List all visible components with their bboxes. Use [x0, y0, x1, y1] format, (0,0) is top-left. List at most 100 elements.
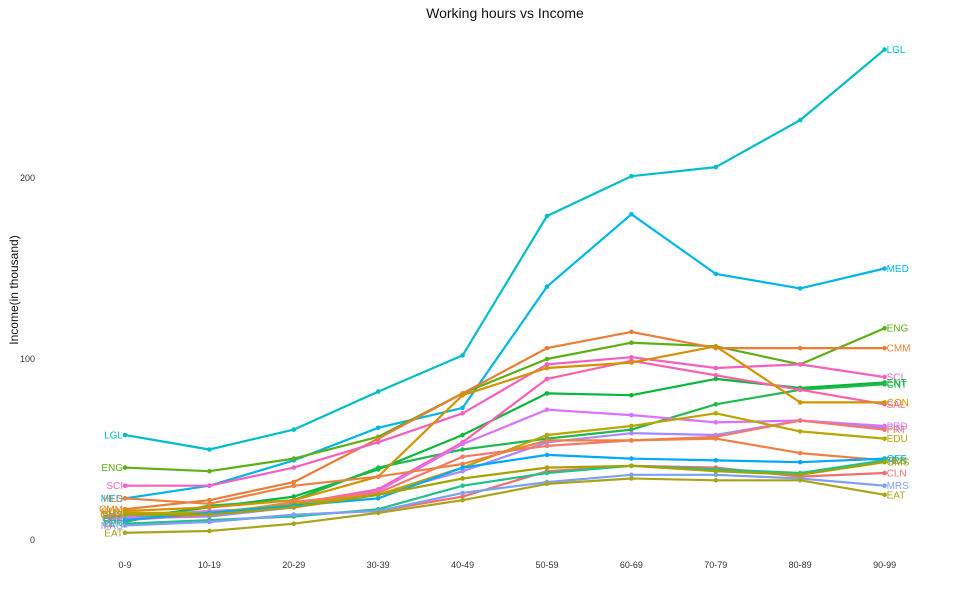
series-start-label: OMS	[100, 510, 123, 521]
x-tick-label: 50-59	[535, 560, 558, 570]
series-lgl	[122, 47, 887, 452]
y-axis-label: Income(in thousand)	[7, 235, 21, 344]
series-end-label: CON	[887, 398, 909, 409]
series-end-label: HLS	[887, 456, 907, 467]
data-point	[207, 528, 212, 534]
series-end-label: FIN	[887, 423, 903, 434]
series-end-label: ENT	[887, 378, 907, 389]
series-end-label: OMS	[887, 458, 910, 469]
data-point	[544, 465, 550, 470]
data-point	[544, 362, 550, 367]
series-line	[123, 477, 886, 534]
data-point	[882, 266, 887, 271]
series-end-label: TRN	[887, 456, 908, 467]
series-end-label: LGL	[887, 45, 906, 56]
data-point	[460, 441, 465, 447]
data-point	[713, 401, 719, 407]
data-point	[882, 382, 887, 387]
data-point	[122, 512, 128, 517]
x-tick-label: 30-39	[367, 560, 390, 570]
data-point	[544, 391, 550, 396]
data-point	[713, 164, 719, 170]
series-sci	[122, 354, 887, 489]
series-start-label: EAT	[104, 528, 123, 539]
x-tick-label: 20-29	[282, 560, 305, 570]
data-point	[544, 432, 550, 438]
series-start-label: SCI	[106, 481, 123, 492]
x-ticks: 0-9 10-19 20-29 30-39 40-49 50-59 60-69 70-79 80…	[118, 560, 896, 570]
data-point	[460, 432, 465, 438]
series-end-label: EDU	[887, 434, 908, 445]
series-start-label: PRT	[103, 516, 123, 527]
data-point	[797, 450, 803, 456]
data-point	[713, 344, 719, 349]
data-point	[544, 407, 550, 412]
data-point	[629, 427, 634, 432]
data-point	[207, 447, 212, 452]
data-point	[291, 479, 297, 485]
data-point	[291, 505, 297, 510]
data-point	[797, 387, 803, 393]
y-tick-label: 100	[20, 354, 35, 364]
data-point	[460, 353, 465, 358]
series-prt	[122, 418, 887, 523]
data-point	[544, 345, 550, 351]
data-point	[713, 420, 719, 425]
series-prd	[122, 407, 887, 519]
data-point	[797, 345, 803, 351]
series-end-label: PRD	[887, 421, 908, 432]
series-start-label: TRN	[102, 519, 123, 530]
data-point	[797, 477, 803, 483]
series-end-label: CMM	[887, 344, 911, 355]
data-point	[882, 345, 887, 351]
data-point	[629, 173, 634, 179]
data-point	[713, 376, 719, 382]
x-tick-label: 80-89	[789, 560, 812, 570]
data-point	[797, 400, 803, 405]
data-point	[544, 365, 550, 371]
data-point	[629, 340, 634, 346]
data-point	[797, 472, 803, 478]
data-point	[207, 519, 212, 525]
data-point	[291, 521, 297, 527]
data-point	[207, 512, 212, 517]
x-tick-label: 40-49	[451, 560, 474, 570]
data-point	[882, 427, 887, 432]
data-point	[882, 325, 887, 331]
data-point	[291, 483, 297, 489]
series-line	[123, 356, 886, 487]
data-point	[713, 458, 719, 463]
series-line	[123, 345, 886, 513]
series-line	[123, 330, 886, 511]
x-tick-label: 60-69	[620, 560, 643, 570]
data-point	[882, 374, 887, 380]
data-point	[882, 492, 887, 498]
series-start-label: FIN	[107, 514, 123, 525]
data-point	[629, 456, 634, 461]
data-point	[713, 436, 719, 441]
data-point	[629, 430, 634, 436]
series-start-label: MED	[101, 494, 123, 505]
series-start-label: OFF	[103, 516, 123, 527]
data-point	[460, 497, 465, 503]
series-end-label: MED	[887, 264, 909, 275]
series-eat	[122, 476, 887, 536]
data-point	[122, 432, 128, 438]
data-point	[882, 436, 887, 441]
data-point	[797, 459, 803, 465]
data-point	[544, 284, 550, 289]
data-point	[207, 501, 212, 507]
series-end-label: CNT	[887, 380, 908, 391]
series-end-label: MRS	[887, 481, 910, 492]
data-point	[797, 117, 803, 123]
series-line	[123, 327, 886, 473]
data-point	[629, 329, 634, 335]
data-point	[882, 483, 887, 489]
data-point	[460, 483, 465, 489]
x-tick-label: 10-19	[198, 560, 221, 570]
data-point	[544, 452, 550, 458]
data-point	[460, 468, 465, 474]
data-point	[629, 211, 634, 217]
